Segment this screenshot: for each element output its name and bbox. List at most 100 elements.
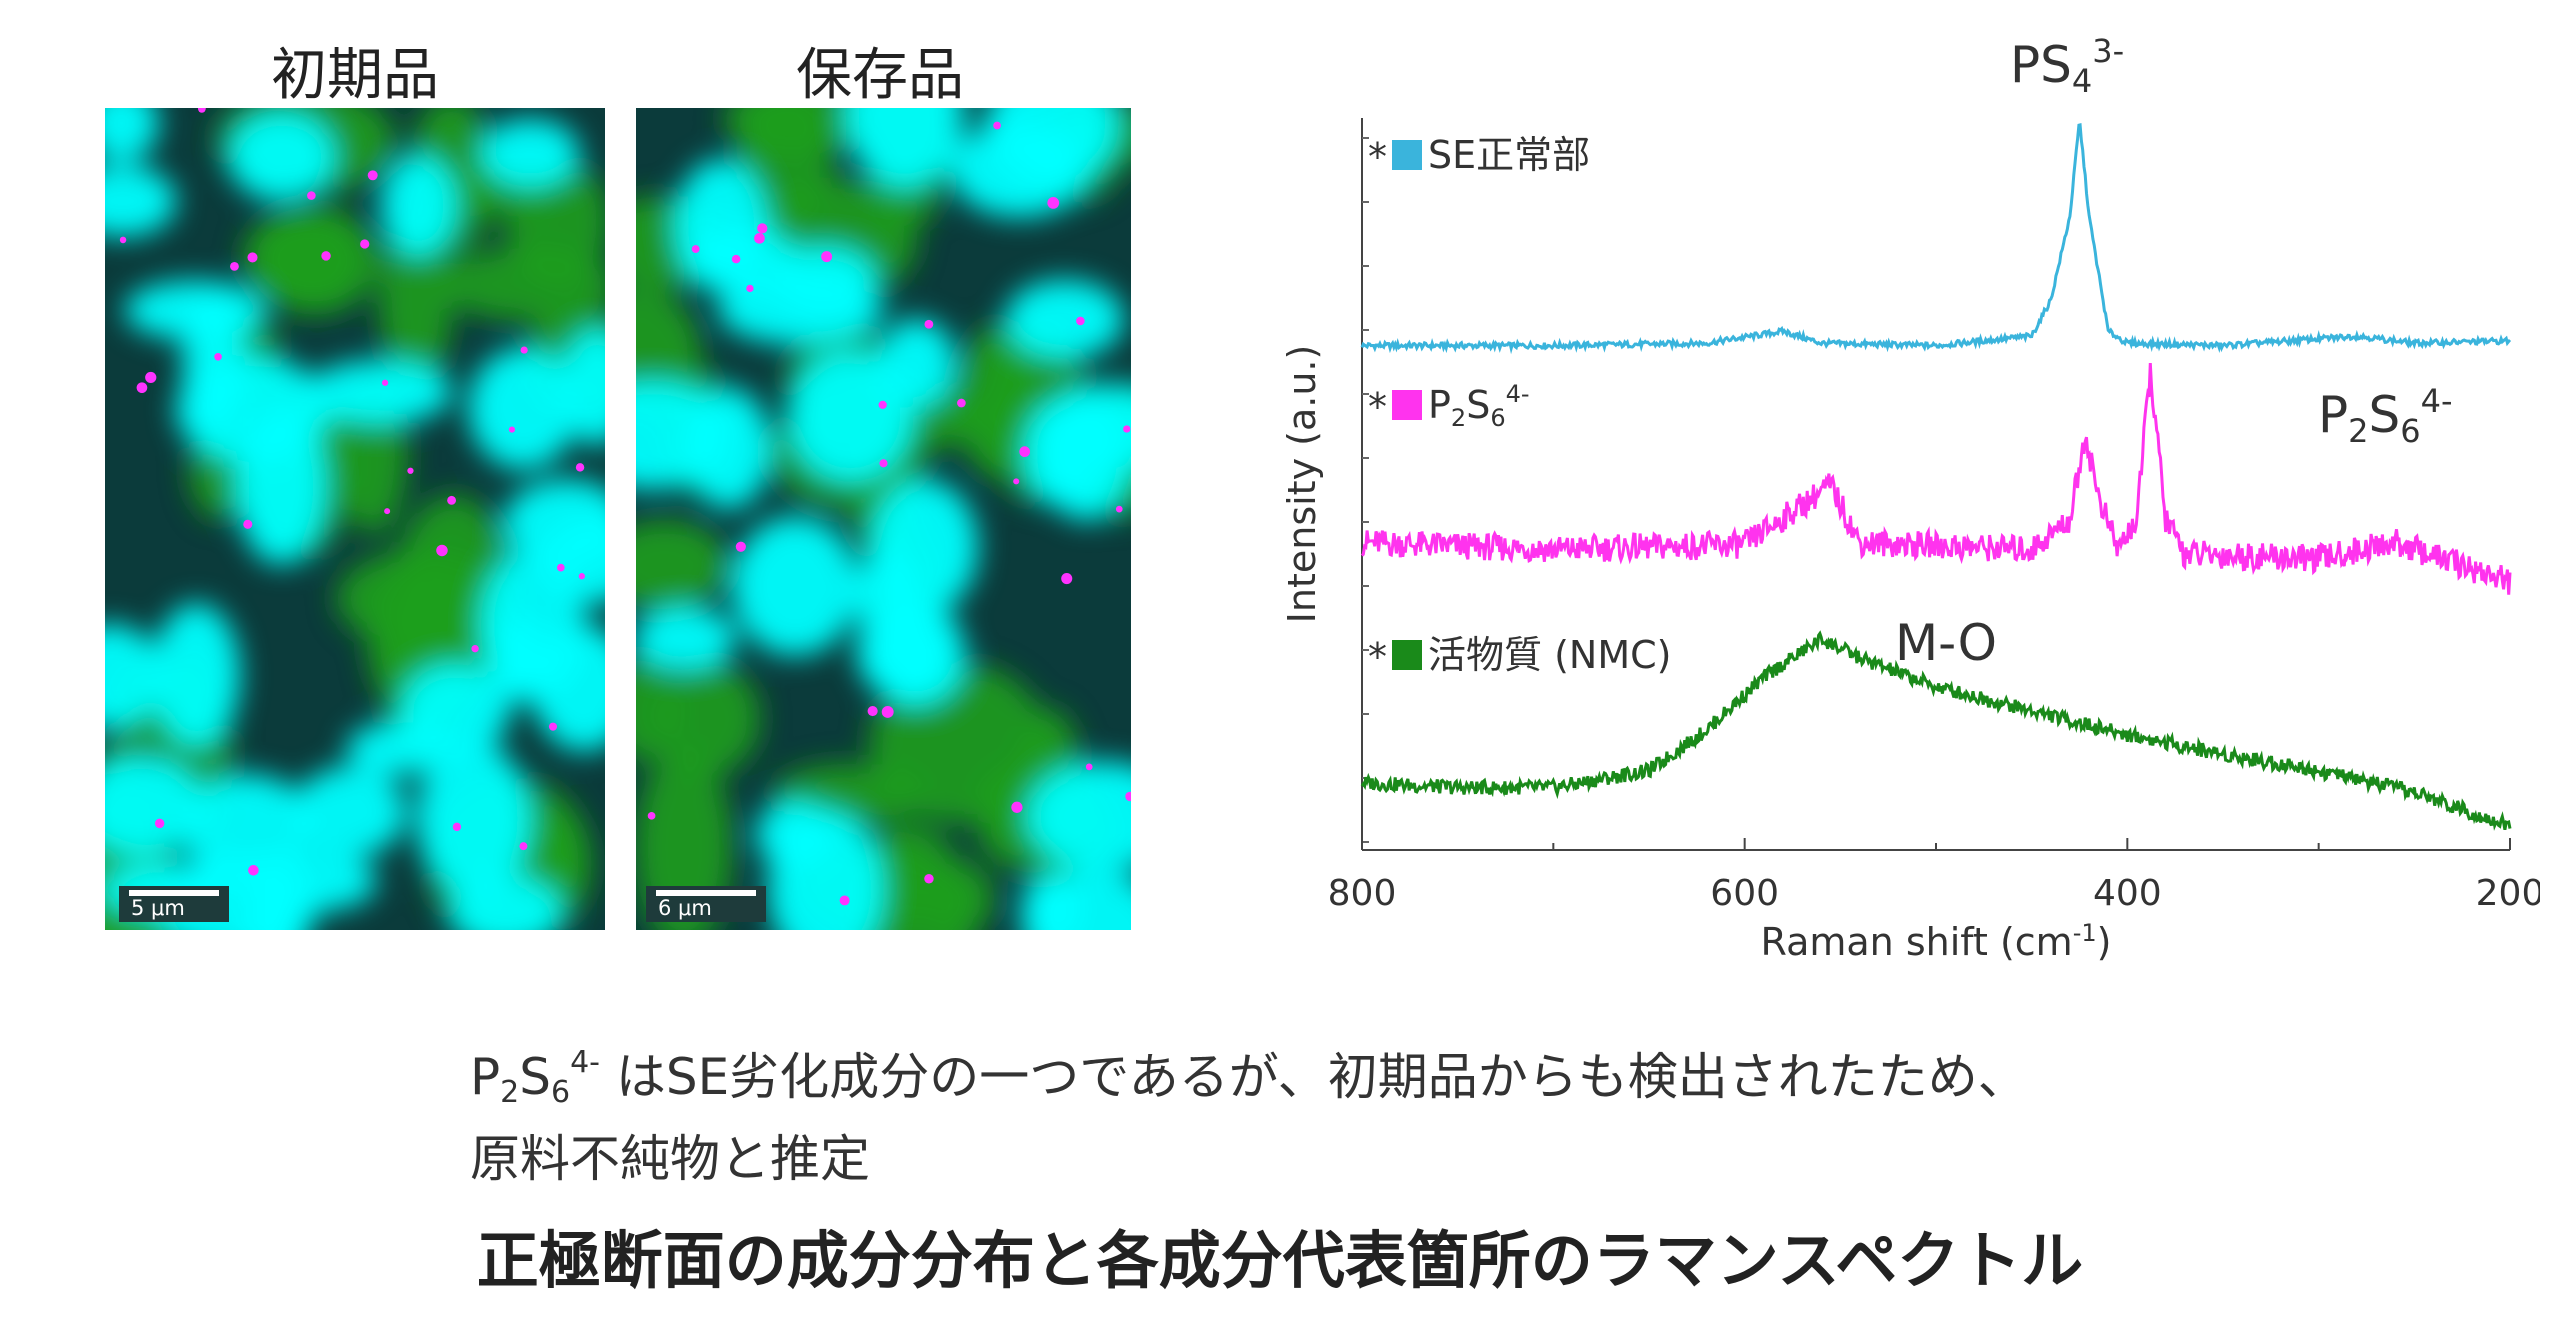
annotation-ps4: PS43- — [2010, 32, 2124, 100]
se-region — [1042, 398, 1130, 521]
series-line — [1360, 363, 2512, 595]
scale-bar-initial: 5 μm — [119, 886, 229, 922]
raman-map-stored-image — [636, 108, 1131, 930]
legend-label: 活物質 (NMC) — [1428, 633, 1671, 677]
nmc-region — [439, 246, 605, 322]
caption: P2S64- はSE劣化成分の一つであるが、初期品からも検出されたため、 原料不… — [470, 1030, 2028, 1192]
nmc-region — [636, 748, 733, 930]
caption-formula-sub1: 2 — [500, 1075, 520, 1110]
se-region — [1005, 279, 1125, 359]
p2s6-spot — [1013, 478, 1020, 485]
se-region — [503, 479, 605, 567]
p2s6-spot — [145, 371, 157, 384]
p2s6-spot — [197, 108, 206, 113]
p2s6-spot — [1061, 573, 1073, 585]
p2s6-spot — [1115, 505, 1123, 513]
se-region — [416, 742, 531, 896]
se-region — [731, 516, 859, 656]
p2s6-spot — [924, 874, 934, 884]
se-region — [865, 601, 966, 706]
p2s6-spot — [243, 519, 253, 529]
se-region — [767, 810, 885, 930]
se-region — [636, 607, 737, 670]
raman-map-initial: 5 μm — [105, 108, 605, 930]
p2s6-spot — [691, 245, 700, 253]
p2s6-spot — [731, 254, 741, 264]
raman-spectrum-chart: 800 600 400 200 Raman shift (cm-1) Intensity … — [1280, 32, 2540, 964]
p2s6-spot — [878, 400, 887, 410]
annotation-m-o: M-O — [1895, 614, 1997, 672]
p2s6-spot — [1125, 791, 1131, 802]
p2s6-spot — [307, 191, 316, 200]
scale-bar-stored: 6 μm — [646, 886, 766, 922]
p2s6-spot — [839, 895, 850, 906]
se-region — [228, 111, 336, 202]
legend-label: SE正常部 — [1428, 133, 1590, 177]
p2s6-spot — [436, 544, 448, 557]
p2s6-spot — [367, 170, 378, 181]
se-region — [152, 602, 241, 748]
p2s6-spot — [248, 865, 259, 876]
p2s6-spot — [1076, 316, 1085, 326]
se-region — [105, 108, 159, 163]
map-title-stored: 保存品 — [796, 43, 964, 108]
p2s6-spot — [1123, 425, 1131, 433]
series-line — [1360, 630, 2512, 831]
caption-formula-sup: 4- — [570, 1045, 601, 1080]
p2s6-spot — [879, 459, 888, 468]
p2s6-spot — [1011, 801, 1023, 813]
p2s6-spot — [924, 319, 934, 329]
caption-line-1: P2S64- はSE劣化成分の一つであるが、初期品からも検出されたため、 — [470, 1030, 2028, 1126]
legend-marker: * — [1368, 385, 1387, 429]
p2s6-spot — [548, 722, 558, 731]
se-region — [869, 479, 979, 615]
se-region — [1026, 761, 1131, 872]
p2s6-spot — [508, 426, 516, 433]
se-region — [845, 108, 965, 189]
p2s6-spot — [154, 818, 165, 829]
legend-marker: * — [1368, 135, 1387, 179]
annotation-p2s6: P2S64- — [2318, 382, 2453, 450]
se-region — [480, 118, 580, 188]
map-phases — [636, 108, 1131, 930]
legend-swatch — [1392, 390, 1422, 420]
legend-marker: * — [1368, 635, 1387, 679]
se-region — [684, 225, 797, 295]
figure-title: 正極断面の成分分布と各成分代表箇所のラマンスペクトル — [476, 1224, 2084, 1297]
scale-bar-line — [129, 890, 219, 896]
se-region — [380, 154, 457, 257]
p2s6-spot — [214, 352, 222, 361]
p2s6-spot — [1047, 197, 1060, 209]
se-region — [400, 663, 511, 757]
map-phases — [105, 108, 605, 930]
p2s6-spot — [578, 573, 585, 580]
se-region — [105, 164, 177, 238]
nmc-region — [252, 206, 379, 316]
se-region — [1022, 869, 1131, 930]
se-region — [306, 359, 453, 424]
caption-line-2: 原料不純物と推定 — [470, 1130, 870, 1188]
x-axis-label: Raman shift (cm-1) — [1761, 919, 2112, 964]
p2s6-spot — [746, 284, 754, 293]
p2s6-spot — [447, 495, 457, 505]
x-tick-label: 800 — [1328, 873, 1397, 914]
p2s6-spot — [757, 223, 768, 234]
p2s6-spot — [1085, 763, 1093, 771]
se-region — [787, 350, 914, 483]
se-region — [468, 347, 578, 470]
se-region — [235, 407, 327, 565]
p2s6-spot — [647, 811, 656, 820]
p2s6-spot — [867, 705, 878, 717]
p2s6-spot — [452, 822, 462, 832]
se-region — [293, 766, 407, 858]
x-tick-label: 600 — [1710, 873, 1779, 914]
nmc-region — [655, 661, 761, 776]
y-axis-label: Intensity (a.u.) — [1280, 345, 1324, 624]
caption-line-1-text: はSE劣化成分の一つであるが、初期品からも検出されたため、 — [600, 1048, 2028, 1106]
caption-formula-sub2: 6 — [551, 1075, 571, 1110]
caption-formula-p: P — [470, 1048, 501, 1106]
legend-swatch — [1392, 140, 1422, 170]
p2s6-spot — [136, 382, 148, 394]
map-title-initial: 初期品 — [271, 43, 439, 108]
p2s6-spot — [384, 508, 391, 515]
